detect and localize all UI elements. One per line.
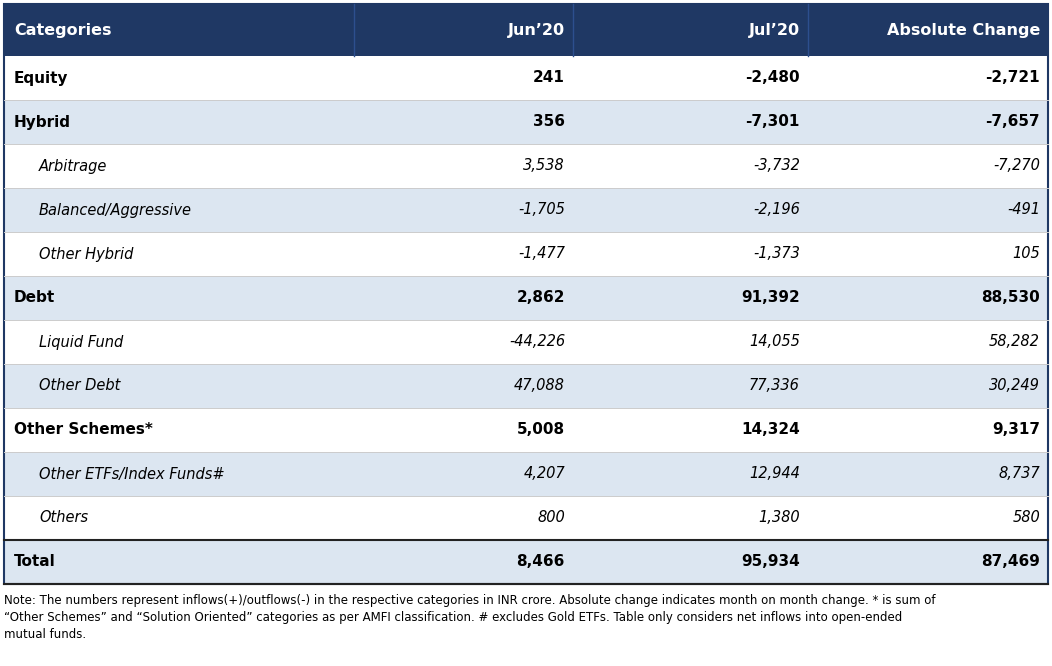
Text: -3,732: -3,732 (753, 159, 800, 174)
Text: Hybrid: Hybrid (14, 115, 70, 129)
Text: -7,657: -7,657 (986, 115, 1040, 129)
Text: -491: -491 (1007, 202, 1040, 218)
Text: Categories: Categories (14, 23, 112, 37)
Text: 4,207: 4,207 (523, 466, 565, 482)
Text: 8,737: 8,737 (998, 466, 1040, 482)
Text: 3,538: 3,538 (523, 159, 565, 174)
Text: 9,317: 9,317 (992, 422, 1040, 438)
Text: 58,282: 58,282 (989, 334, 1040, 350)
Bar (4, 408, 1048, 452)
Text: Balanced/Aggressive: Balanced/Aggressive (39, 202, 193, 218)
Bar (4, 56, 1048, 100)
Text: 12,944: 12,944 (749, 466, 800, 482)
Bar (4, 364, 1048, 408)
Text: 47,088: 47,088 (514, 378, 565, 394)
Text: Other ETFs/Index Funds#: Other ETFs/Index Funds# (39, 466, 225, 482)
Text: Liquid Fund: Liquid Fund (39, 334, 123, 350)
Text: 30,249: 30,249 (989, 378, 1040, 394)
Text: 580: 580 (1012, 511, 1040, 525)
Text: 95,934: 95,934 (741, 555, 800, 569)
Text: Other Schemes*: Other Schemes* (14, 422, 153, 438)
Text: Others: Others (39, 511, 88, 525)
Text: -2,721: -2,721 (986, 71, 1040, 85)
Text: -1,477: -1,477 (518, 246, 565, 262)
Text: Other Hybrid: Other Hybrid (39, 246, 134, 262)
Text: Absolute Change: Absolute Change (887, 23, 1040, 37)
Bar (4, 452, 1048, 496)
Text: 77,336: 77,336 (749, 378, 800, 394)
Bar (4, 320, 1048, 364)
Text: 356: 356 (533, 115, 565, 129)
Bar (4, 540, 1048, 584)
Text: Note: The numbers represent inflows(+)/outflows(-) in the respective categories : Note: The numbers represent inflows(+)/o… (4, 594, 935, 641)
Text: Total: Total (14, 555, 56, 569)
Text: -7,270: -7,270 (993, 159, 1040, 174)
Text: 14,324: 14,324 (741, 422, 800, 438)
Text: 88,530: 88,530 (982, 290, 1040, 306)
Bar (4, 4, 1048, 56)
Text: Other Debt: Other Debt (39, 378, 120, 394)
Text: Equity: Equity (14, 71, 68, 85)
Text: -44,226: -44,226 (509, 334, 565, 350)
Bar (4, 4, 1048, 584)
Text: 800: 800 (538, 511, 565, 525)
Bar (4, 496, 1048, 540)
Text: Arbitrage: Arbitrage (39, 159, 107, 174)
Text: 8,466: 8,466 (517, 555, 565, 569)
Text: 1,380: 1,380 (758, 511, 800, 525)
Bar (4, 232, 1048, 276)
Bar (4, 144, 1048, 188)
Text: -7,301: -7,301 (746, 115, 800, 129)
Text: -2,196: -2,196 (753, 202, 800, 218)
Text: -1,705: -1,705 (518, 202, 565, 218)
Text: -2,480: -2,480 (745, 71, 800, 85)
Bar (4, 276, 1048, 320)
Bar (4, 100, 1048, 144)
Text: 241: 241 (533, 71, 565, 85)
Text: 14,055: 14,055 (749, 334, 800, 350)
Text: Debt: Debt (14, 290, 56, 306)
Text: -1,373: -1,373 (753, 246, 800, 262)
Text: Jul’20: Jul’20 (749, 23, 800, 37)
Text: 5,008: 5,008 (517, 422, 565, 438)
Bar (4, 188, 1048, 232)
Text: 105: 105 (1012, 246, 1040, 262)
Text: 91,392: 91,392 (741, 290, 800, 306)
Text: 2,862: 2,862 (517, 290, 565, 306)
Text: 87,469: 87,469 (982, 555, 1040, 569)
Text: Jun’20: Jun’20 (508, 23, 565, 37)
